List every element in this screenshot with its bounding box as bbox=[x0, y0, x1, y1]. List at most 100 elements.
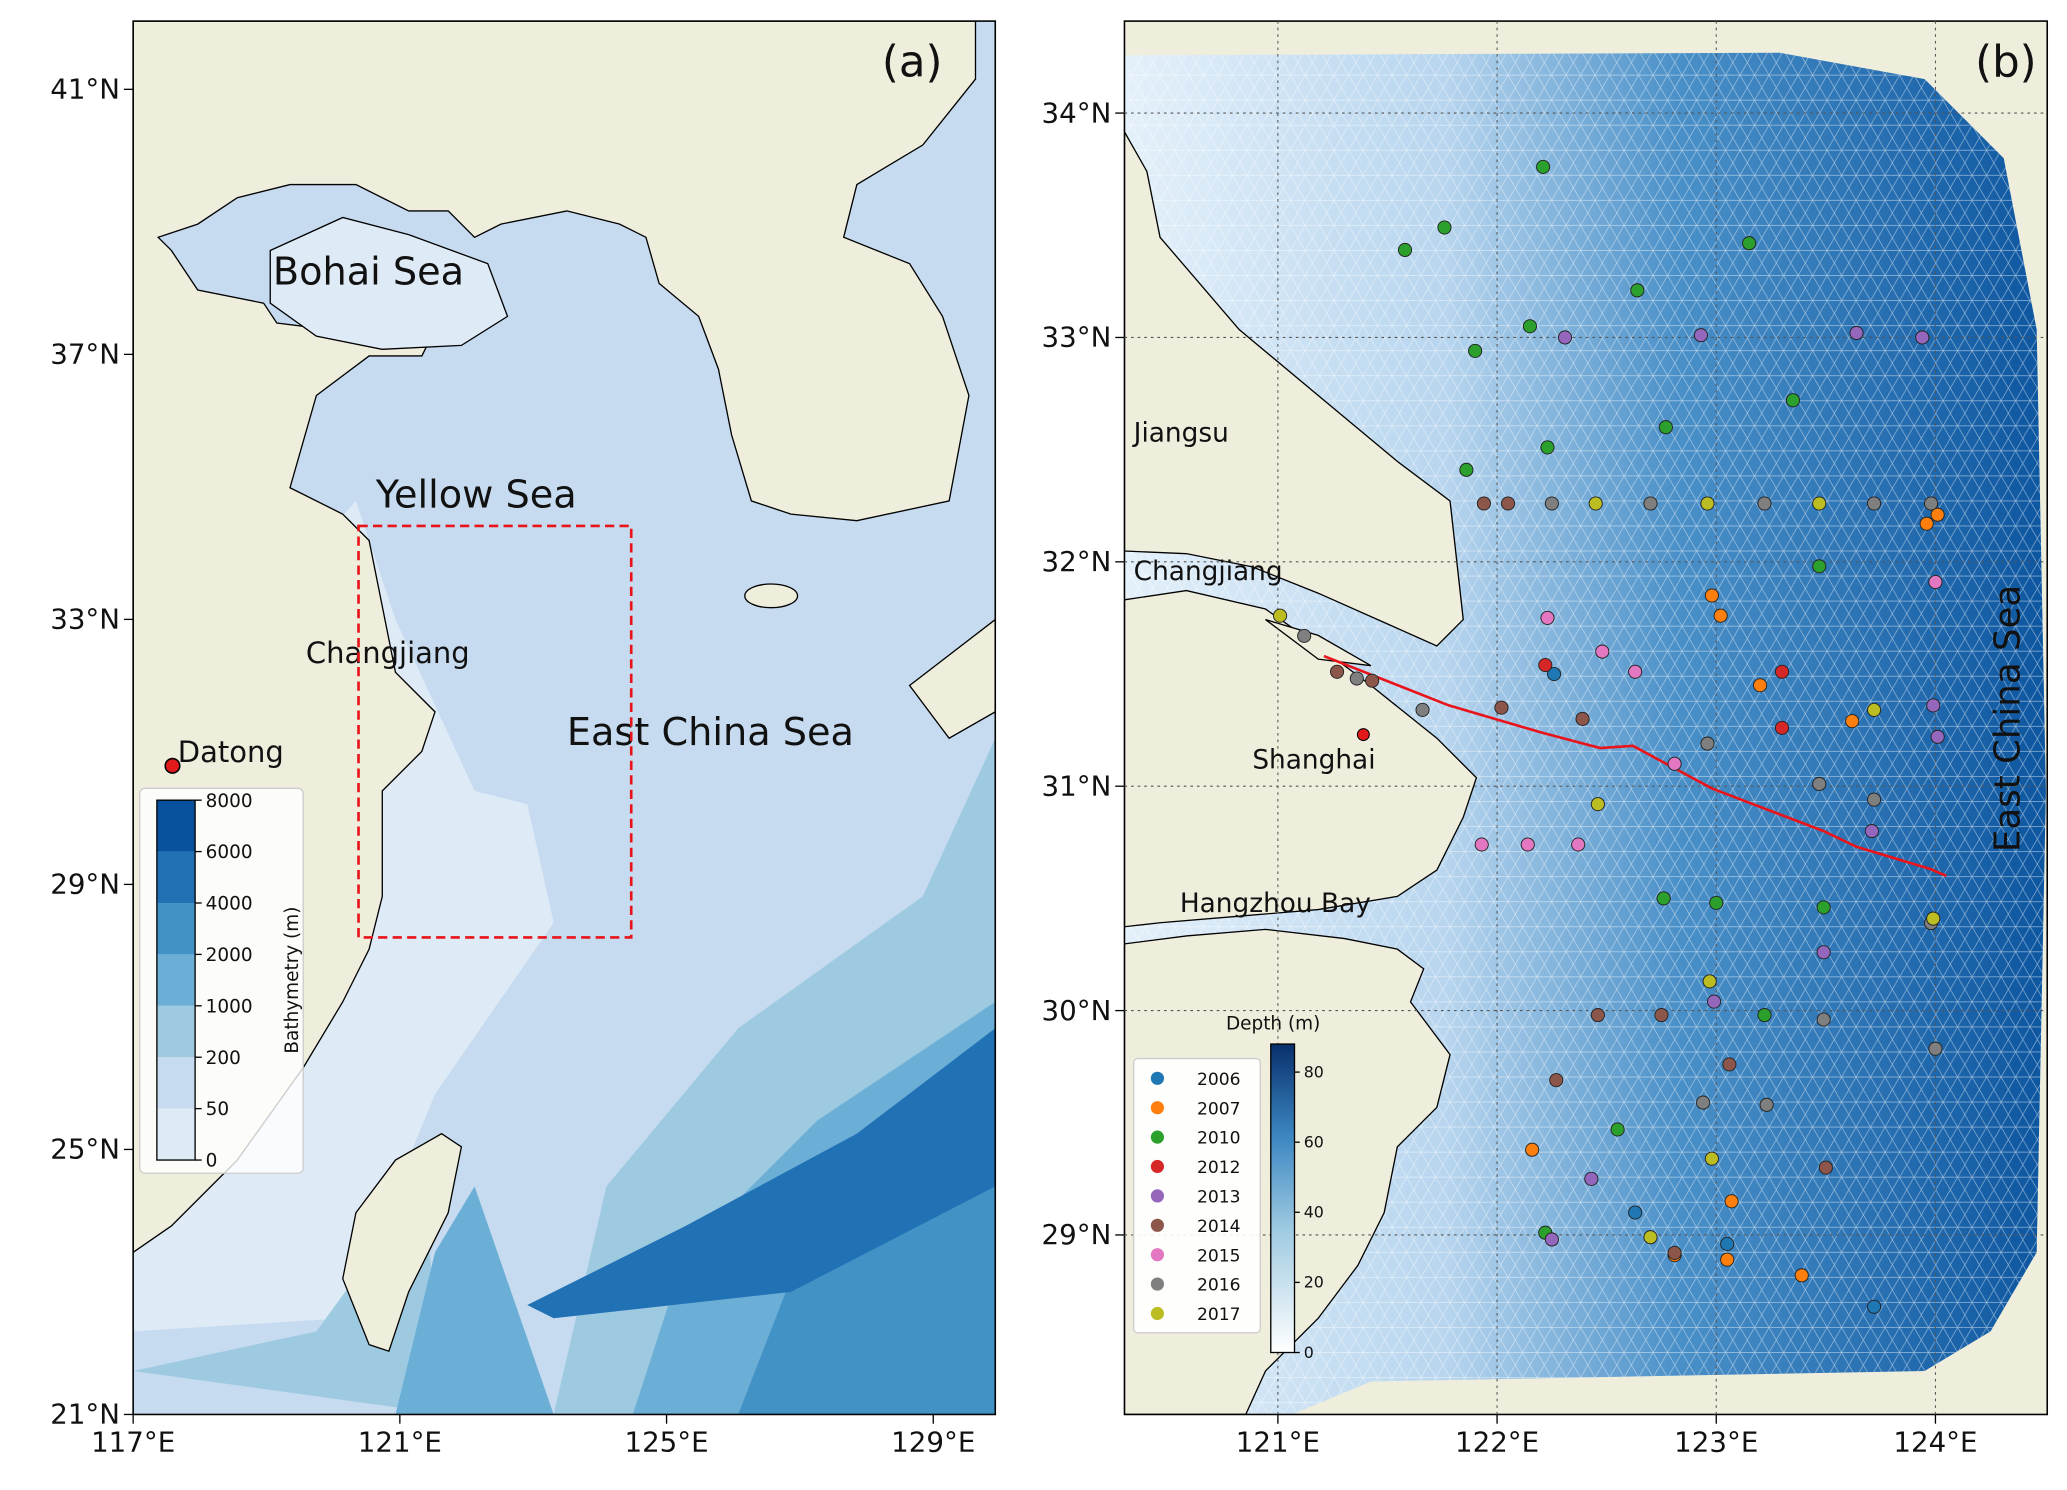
station-point bbox=[1724, 1194, 1739, 1209]
station-marker bbox=[164, 757, 181, 774]
station-point bbox=[1700, 736, 1715, 751]
station-point bbox=[1816, 945, 1831, 960]
station-point bbox=[1476, 496, 1491, 511]
station-point bbox=[1707, 994, 1722, 1009]
colorbar-band bbox=[156, 1108, 196, 1161]
legend-label: 2013 bbox=[1197, 1187, 1241, 1207]
y-tick-label: 29°N bbox=[50, 868, 120, 901]
legend-label: 2017 bbox=[1197, 1305, 1241, 1325]
colorbar-title: Depth (m) bbox=[1226, 1014, 1320, 1035]
y-tick-label: 31°N bbox=[1042, 769, 1112, 802]
station-point bbox=[1643, 1230, 1658, 1245]
station-point bbox=[1520, 837, 1535, 852]
sea-label: Bohai Sea bbox=[273, 251, 464, 295]
station-point bbox=[1459, 462, 1474, 477]
legend-marker bbox=[1150, 1130, 1165, 1144]
x-tick-label: 121°E bbox=[1236, 1425, 1320, 1458]
y-tick-label: 21°N bbox=[50, 1398, 120, 1431]
station-point bbox=[1575, 711, 1590, 726]
colorbar-title: Bathymetry (m) bbox=[282, 907, 303, 1054]
station-point bbox=[1785, 393, 1801, 408]
station-point bbox=[1722, 1057, 1737, 1072]
station-point bbox=[1816, 900, 1831, 915]
station-point bbox=[1549, 1073, 1564, 1088]
deep bbox=[395, 1186, 554, 1415]
station-point bbox=[1713, 608, 1728, 623]
legend-label: 2015 bbox=[1197, 1246, 1241, 1266]
station-point bbox=[1742, 236, 1757, 251]
y-tick-label: 33°N bbox=[50, 603, 120, 636]
station-point bbox=[1273, 608, 1288, 623]
station-point bbox=[1812, 496, 1827, 511]
axes-frame bbox=[1123, 20, 2049, 1416]
station-point bbox=[1757, 1008, 1772, 1023]
place-label: Shanghai bbox=[1252, 746, 1375, 776]
station-point bbox=[1930, 507, 1945, 522]
colorbar-tick-label: 80 bbox=[1304, 1062, 1324, 1081]
station-point bbox=[1774, 720, 1790, 735]
slope bbox=[133, 1186, 449, 1415]
station-point bbox=[1365, 673, 1380, 688]
station-point bbox=[1557, 330, 1573, 345]
station-point bbox=[1590, 797, 1605, 812]
station-point bbox=[1628, 1205, 1643, 1220]
station-point bbox=[1845, 714, 1860, 729]
station-point bbox=[1867, 1299, 1882, 1314]
legend-box bbox=[1133, 1057, 1261, 1334]
station-point bbox=[1297, 628, 1312, 643]
station-point bbox=[1757, 496, 1772, 511]
station-point bbox=[1930, 729, 1945, 744]
station-point bbox=[1397, 242, 1413, 258]
station-point bbox=[1494, 700, 1509, 715]
legend-marker bbox=[1150, 1071, 1165, 1085]
x-tick-label: 123°E bbox=[1674, 1425, 1758, 1458]
x-tick-label: 122°E bbox=[1455, 1425, 1539, 1458]
colorbar-band bbox=[156, 1005, 196, 1058]
station-point bbox=[1656, 891, 1671, 906]
place-label: Changjiang bbox=[1134, 557, 1283, 587]
colorbar-tick-label: 0 bbox=[206, 1151, 218, 1172]
colorbar-band bbox=[156, 1057, 196, 1109]
city-marker bbox=[1356, 728, 1370, 742]
station-point bbox=[1667, 1245, 1682, 1260]
station-point bbox=[1849, 325, 1864, 341]
colorbar-band bbox=[156, 851, 196, 903]
station-point bbox=[1522, 319, 1538, 334]
legend-marker bbox=[1150, 1306, 1165, 1321]
y-tick-label: 41°N bbox=[50, 73, 120, 106]
station-point bbox=[1818, 1160, 1833, 1175]
sea-label: Yellow Sea bbox=[375, 474, 577, 518]
legend-marker bbox=[1150, 1159, 1165, 1174]
panel-label: (b) bbox=[1975, 37, 2037, 87]
colorbar-band bbox=[156, 800, 196, 852]
station-point bbox=[1588, 496, 1603, 511]
station-point bbox=[1928, 574, 1943, 590]
colorbar-tick-label: 8000 bbox=[206, 791, 253, 812]
colorbar-tick-label: 1000 bbox=[206, 996, 253, 1017]
station-point bbox=[1696, 1095, 1711, 1110]
station-point bbox=[1704, 588, 1719, 603]
station-point bbox=[1667, 756, 1682, 771]
sea-label: East China Sea bbox=[567, 711, 854, 755]
station-point bbox=[1700, 496, 1715, 511]
colorbar-tick-label: 60 bbox=[1304, 1132, 1324, 1151]
station-point bbox=[1867, 496, 1882, 511]
station-point bbox=[1500, 496, 1516, 511]
station-point bbox=[1704, 1151, 1719, 1166]
colorbar-tick-label: 20 bbox=[1304, 1273, 1324, 1292]
legend-marker bbox=[1150, 1218, 1165, 1232]
station-point bbox=[1926, 911, 1941, 926]
y-tick-label: 33°N bbox=[1042, 321, 1112, 354]
y-tick-label: 32°N bbox=[1042, 545, 1112, 578]
station-point bbox=[1630, 283, 1645, 298]
x-tick-label: 117°E bbox=[91, 1425, 175, 1458]
colorbar-tick-label: 40 bbox=[1304, 1203, 1324, 1222]
panel-b-marks bbox=[1273, 159, 1947, 1314]
station-point bbox=[1643, 496, 1658, 511]
station-point bbox=[1693, 328, 1708, 343]
station-point bbox=[1536, 159, 1551, 174]
station-point bbox=[1864, 824, 1879, 839]
station-point bbox=[1924, 496, 1939, 511]
station-point bbox=[1349, 671, 1364, 686]
station-point bbox=[1928, 1041, 1943, 1056]
